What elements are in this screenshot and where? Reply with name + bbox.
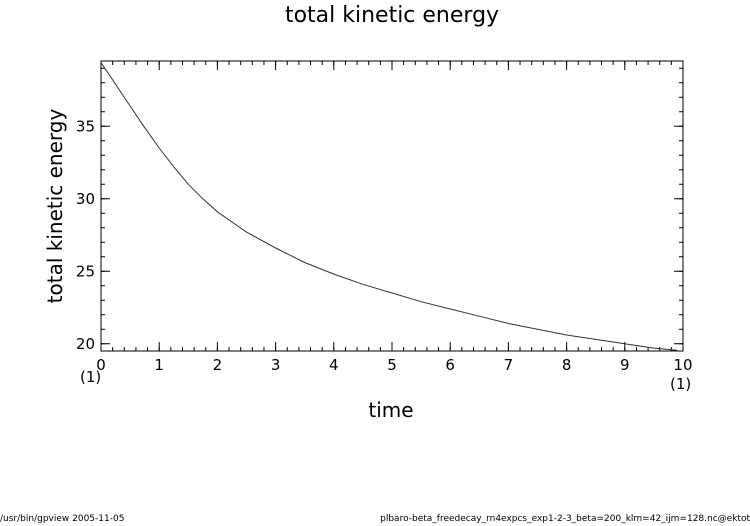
x-tick-label: 9 [620, 356, 630, 374]
y-tick-label: 30 [76, 190, 95, 208]
minor-ticks [100, 61, 684, 351]
x-tick-label: 10 [673, 356, 692, 374]
x-tick-label: 5 [387, 356, 397, 374]
x-ticks: 0 1 2 3 4 5 6 7 8 9 10 [96, 61, 693, 374]
x-tick-label: 6 [445, 356, 455, 374]
x-tick-label: 0 [96, 356, 106, 374]
x-axis-label: time [368, 398, 413, 422]
y-axis-label: total kinetic energy [43, 109, 67, 304]
x-unit-right: (1) [670, 375, 691, 393]
footer-source-file: plbaro-beta_freedecay_rn4expcs_exp1-2-3_… [380, 514, 750, 524]
chart-title: total kinetic energy [285, 3, 499, 28]
x-tick-label: 3 [271, 356, 281, 374]
x-tick-label: 1 [154, 356, 164, 374]
footer-program-date: /usr/bin/gpview 2005-11-05 [0, 514, 125, 524]
x-unit-left: (1) [80, 368, 101, 386]
x-tick-label: 4 [329, 356, 339, 374]
y-ticks: 20 25 30 35 [76, 117, 683, 353]
series-line [100, 62, 678, 351]
y-tick-label: 20 [76, 335, 95, 353]
y-tick-label: 35 [76, 117, 95, 135]
x-tick-label: 8 [562, 356, 572, 374]
x-tick-label: 7 [504, 356, 514, 374]
plot-frame [100, 60, 684, 352]
x-tick-label: 2 [213, 356, 223, 374]
y-tick-label: 25 [76, 262, 95, 280]
